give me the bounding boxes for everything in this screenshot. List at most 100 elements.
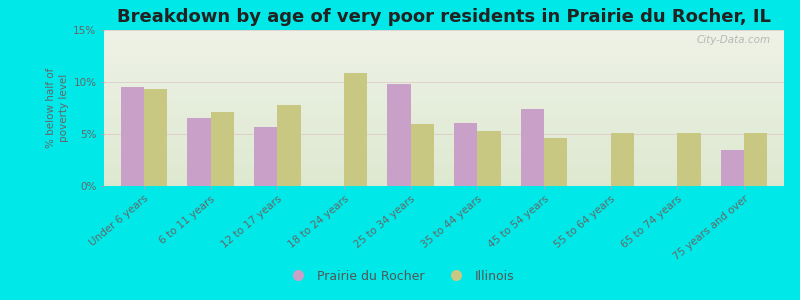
- Bar: [104, 134, 784, 136]
- Bar: [104, 33, 784, 35]
- Bar: [104, 91, 784, 92]
- Bar: [104, 38, 784, 39]
- Bar: [104, 169, 784, 170]
- Bar: [104, 181, 784, 183]
- Bar: [104, 89, 784, 91]
- Bar: [610, 133, 634, 186]
- Bar: [104, 78, 784, 80]
- Bar: [744, 133, 767, 186]
- Bar: [104, 175, 784, 177]
- Bar: [104, 82, 784, 83]
- Bar: [104, 121, 784, 122]
- Bar: [104, 72, 784, 74]
- Bar: [104, 147, 784, 148]
- Bar: [104, 36, 784, 38]
- Bar: [104, 166, 784, 167]
- Bar: [104, 131, 784, 133]
- Bar: [104, 103, 784, 105]
- Bar: [121, 87, 144, 186]
- Bar: [104, 141, 784, 142]
- Bar: [104, 55, 784, 56]
- Bar: [104, 170, 784, 172]
- Bar: [344, 73, 367, 186]
- Bar: [104, 44, 784, 46]
- Bar: [104, 161, 784, 163]
- Bar: [104, 68, 784, 69]
- Bar: [104, 50, 784, 52]
- Bar: [104, 130, 784, 131]
- Bar: [104, 52, 784, 53]
- Bar: [104, 85, 784, 86]
- Bar: [210, 112, 234, 186]
- Bar: [387, 84, 410, 186]
- Bar: [104, 153, 784, 155]
- Bar: [104, 53, 784, 55]
- Bar: [104, 106, 784, 108]
- Bar: [104, 35, 784, 36]
- Bar: [104, 114, 784, 116]
- Bar: [104, 43, 784, 44]
- Bar: [104, 61, 784, 63]
- Bar: [278, 105, 301, 186]
- Bar: [104, 128, 784, 130]
- Bar: [104, 160, 784, 161]
- Bar: [104, 136, 784, 138]
- Bar: [104, 100, 784, 102]
- Bar: [104, 74, 784, 75]
- Bar: [104, 99, 784, 100]
- Bar: [104, 63, 784, 64]
- Bar: [104, 46, 784, 47]
- Bar: [104, 60, 784, 61]
- Bar: [104, 32, 784, 33]
- Bar: [410, 124, 434, 186]
- Bar: [104, 110, 784, 111]
- Bar: [104, 94, 784, 95]
- Bar: [104, 133, 784, 134]
- Bar: [454, 123, 478, 186]
- Bar: [144, 89, 167, 186]
- Bar: [104, 39, 784, 41]
- Bar: [104, 167, 784, 169]
- Bar: [104, 178, 784, 180]
- Bar: [104, 83, 784, 85]
- Bar: [521, 109, 544, 186]
- Title: Breakdown by age of very poor residents in Prairie du Rocher, IL: Breakdown by age of very poor residents …: [117, 8, 771, 26]
- Bar: [721, 150, 744, 186]
- Bar: [104, 139, 784, 141]
- Bar: [104, 108, 784, 110]
- Bar: [104, 64, 784, 66]
- Bar: [104, 163, 784, 164]
- Bar: [104, 180, 784, 181]
- Bar: [104, 56, 784, 58]
- Bar: [104, 58, 784, 60]
- Bar: [104, 102, 784, 103]
- Bar: [104, 41, 784, 43]
- Bar: [104, 113, 784, 114]
- Bar: [104, 80, 784, 82]
- Bar: [104, 144, 784, 146]
- Bar: [104, 111, 784, 113]
- Bar: [104, 75, 784, 77]
- Bar: [104, 88, 784, 89]
- Bar: [678, 133, 701, 186]
- Bar: [104, 30, 784, 31]
- Bar: [104, 172, 784, 173]
- Bar: [104, 86, 784, 88]
- Bar: [254, 127, 278, 186]
- Bar: [104, 47, 784, 49]
- Bar: [544, 138, 567, 186]
- Bar: [104, 49, 784, 50]
- Bar: [104, 122, 784, 124]
- Bar: [104, 77, 784, 78]
- Bar: [104, 142, 784, 144]
- Bar: [104, 138, 784, 139]
- Bar: [104, 66, 784, 68]
- Bar: [104, 116, 784, 117]
- Bar: [104, 92, 784, 94]
- Bar: [104, 158, 784, 160]
- Bar: [104, 155, 784, 156]
- Bar: [104, 124, 784, 125]
- Bar: [104, 152, 784, 153]
- Bar: [104, 164, 784, 166]
- Bar: [104, 177, 784, 178]
